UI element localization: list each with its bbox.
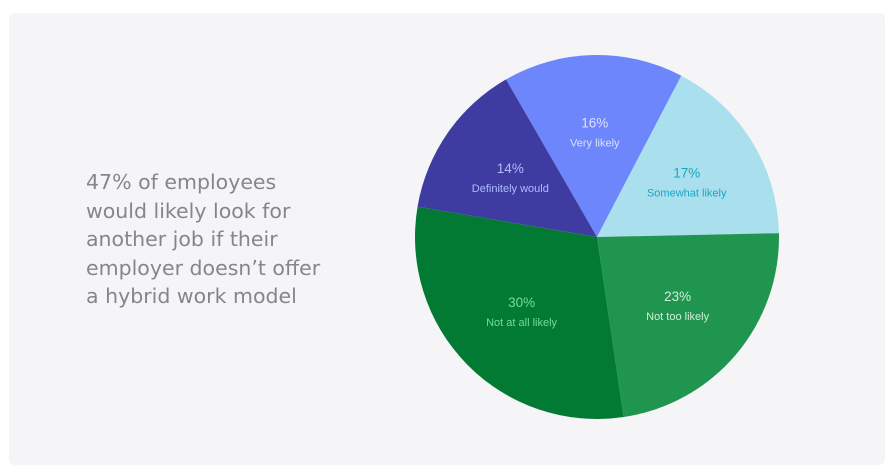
pie-labels: 16% Very likely 17% Somewhat likely 23% Not t… bbox=[472, 115, 727, 328]
headline-text: 47% of employees would likely look for a… bbox=[86, 170, 321, 308]
slice-value-label: 17% bbox=[673, 165, 700, 180]
pie-slices bbox=[414, 54, 779, 420]
slice-value-label: 16% bbox=[581, 115, 608, 130]
slice-category-label: Not at all likely bbox=[486, 317, 557, 329]
slice-category-label: Somewhat likely bbox=[647, 187, 727, 199]
pie-slice-not-at-all-likely bbox=[414, 206, 624, 420]
pie-slice-very-likely bbox=[506, 54, 682, 237]
slice-category-label: Definitely would bbox=[472, 183, 549, 195]
pie-slice-definitely-would bbox=[417, 79, 597, 237]
slice-value-label: 23% bbox=[664, 289, 691, 304]
pie-slice-somewhat-likely bbox=[597, 75, 779, 238]
pie-slice-not-too-likely bbox=[597, 233, 779, 418]
slice-value-label: 30% bbox=[508, 295, 535, 310]
slice-value-label: 14% bbox=[497, 161, 524, 176]
slice-category-label: Not too likely bbox=[646, 311, 709, 323]
slice-category-label: Very likely bbox=[570, 137, 620, 149]
